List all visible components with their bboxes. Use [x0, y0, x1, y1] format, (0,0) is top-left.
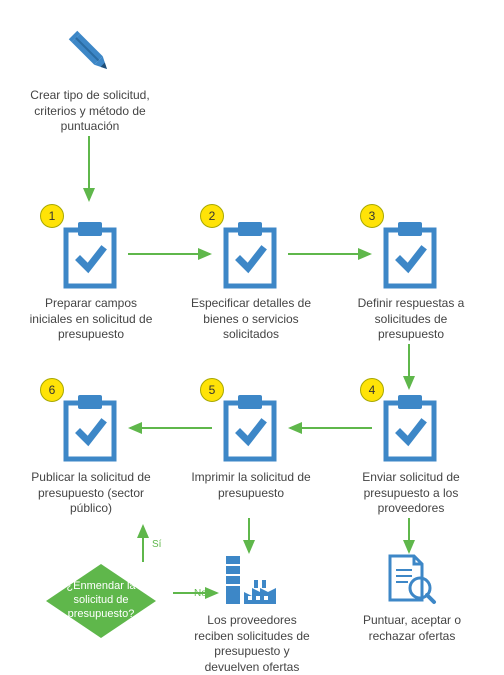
clipboard-icon	[60, 220, 120, 290]
clipboard-icon	[380, 393, 440, 463]
decision-no-label: No	[194, 588, 207, 599]
factory-icon	[222, 552, 282, 608]
step-label-1: Preparar campos iniciales en solicitud d…	[28, 296, 154, 343]
step-label-3: Definir respuestas a solicitudes de pres…	[348, 296, 474, 343]
step-label-5: Imprimir la solicitud de presupuesto	[188, 470, 314, 501]
step-badge-6: 6	[40, 378, 64, 402]
report-magnifier-icon	[382, 552, 438, 608]
decision-yes-label: Sí	[152, 539, 161, 550]
clipboard-icon	[60, 393, 120, 463]
clipboard-icon	[380, 220, 440, 290]
step-badge-5: 5	[200, 378, 224, 402]
clipboard-icon	[220, 220, 280, 290]
flowchart-canvas: Crear tipo de solicitud, criterios y mét…	[0, 0, 504, 671]
step-label-2: Especificar detalles de bienes o servici…	[188, 296, 314, 343]
suppliers-label: Los proveedores reciben solicitudes de p…	[186, 613, 318, 675]
decision-text: ¿Enmendar la solicitud de presupuesto?	[54, 580, 148, 621]
step-label-4: Enviar solicitud de presupuesto a los pr…	[348, 470, 474, 517]
step-badge-1: 1	[40, 204, 64, 228]
decision-diamond: ¿Enmendar la solicitud de presupuesto?	[46, 564, 156, 638]
step-badge-2: 2	[200, 204, 224, 228]
start-label: Crear tipo de solicitud, criterios y mét…	[24, 88, 156, 135]
step-badge-3: 3	[360, 204, 384, 228]
step-badge-4: 4	[360, 378, 384, 402]
clipboard-icon	[220, 393, 280, 463]
score-label: Puntuar, aceptar o rechazar ofertas	[346, 613, 478, 644]
pencil-icon	[60, 22, 120, 82]
step-label-6: Publicar la solicitud de presupuesto (se…	[28, 470, 154, 517]
